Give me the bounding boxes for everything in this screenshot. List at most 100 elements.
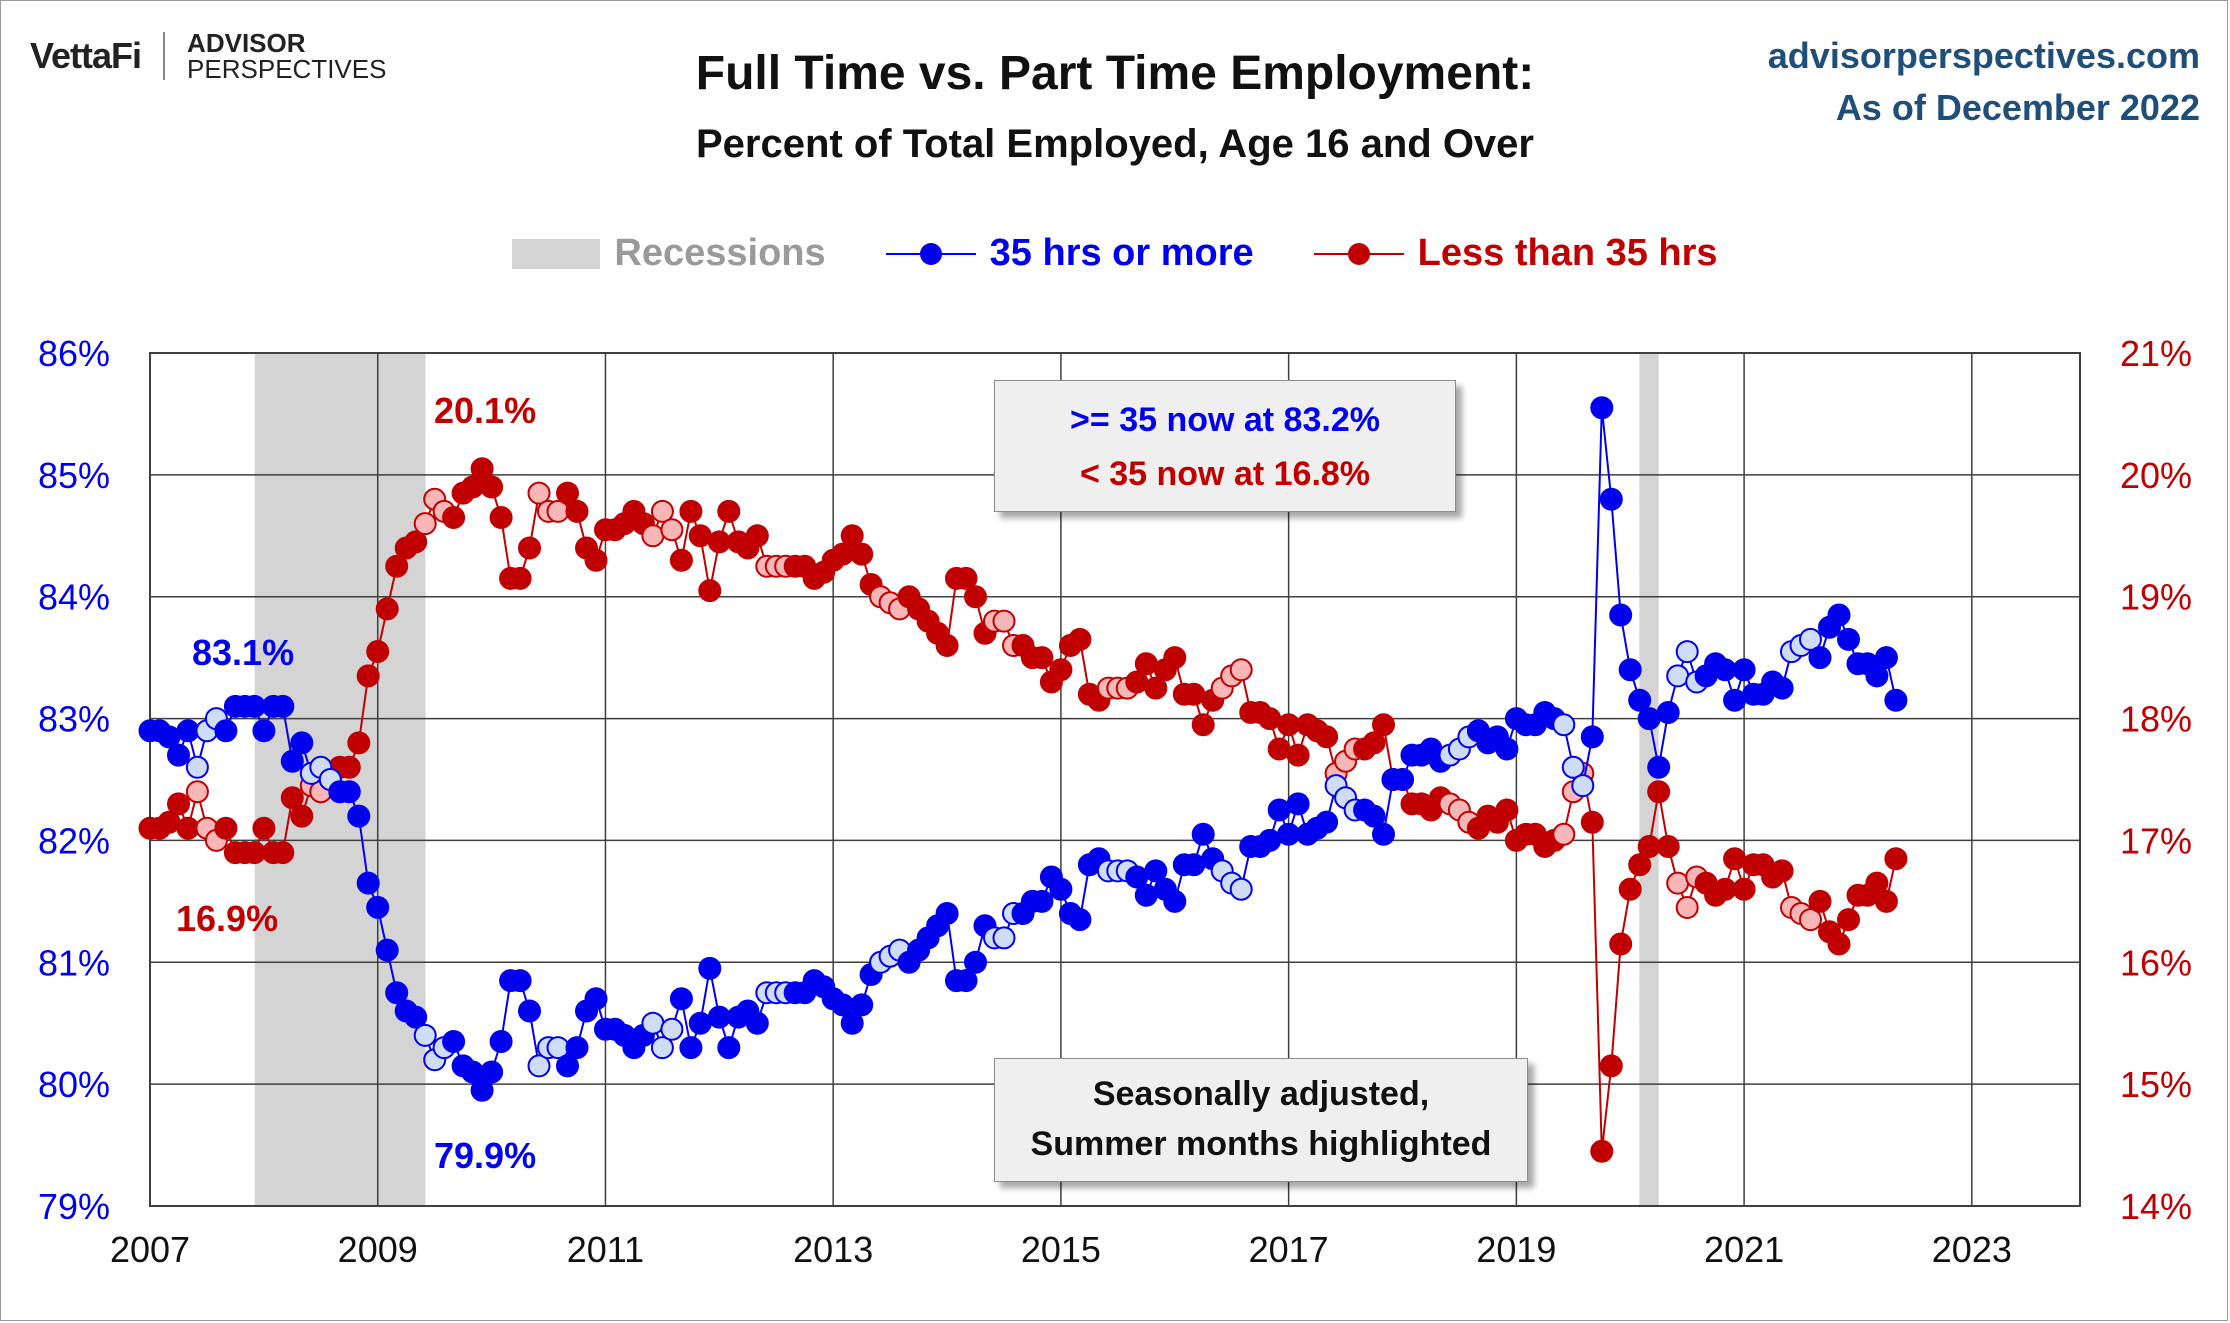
part-time-point	[1191, 713, 1215, 737]
part-time-point	[935, 634, 959, 657]
part-time-point	[1874, 889, 1898, 913]
full-time-point	[1267, 798, 1291, 822]
part-time-point	[280, 786, 304, 810]
full-time-point	[1229, 877, 1253, 901]
full-time-point	[1713, 658, 1737, 682]
note-box: Seasonally adjusted, Summer months highl…	[994, 1058, 1528, 1182]
full-time-point	[1874, 646, 1898, 670]
full-time-point	[641, 1011, 665, 1035]
y-right-tick-label: 21%	[2120, 333, 2192, 374]
full-time-point	[1182, 853, 1206, 877]
full-time-point	[698, 956, 722, 980]
part-time-point	[385, 554, 409, 578]
source-site: advisorperspectives.com	[1767, 35, 2200, 76]
legend-full-time-marker	[885, 242, 976, 265]
part-time-point	[242, 841, 266, 865]
part-time-point	[1865, 871, 1889, 895]
part-time-point	[1495, 798, 1519, 822]
y-right-tick-label: 14%	[2120, 1186, 2192, 1227]
part-time-point	[366, 640, 390, 663]
part-time-point	[954, 566, 978, 590]
full-time-point	[1030, 889, 1054, 913]
part-time-point	[660, 518, 684, 542]
y-left-tick-label: 84%	[38, 577, 110, 618]
annotation-low-full: 79.9%	[434, 1135, 537, 1176]
current-values-box: >= 35 now at 83.2% < 35 now at 16.8%	[994, 380, 1456, 512]
y-left-tick-label: 79%	[38, 1186, 110, 1227]
part-time-series	[138, 457, 1908, 1163]
full-time-point	[271, 694, 295, 718]
part-time-point	[1049, 658, 1073, 682]
part-time-point	[185, 780, 209, 804]
full-time-point	[850, 993, 874, 1017]
full-time-point	[167, 743, 190, 767]
part-time-point	[1628, 853, 1652, 877]
full-time-point	[1799, 627, 1822, 651]
part-time-point	[1590, 1139, 1614, 1163]
part-time-point	[1609, 932, 1633, 956]
part-time-point	[1656, 835, 1680, 858]
part-time-point	[1372, 713, 1395, 737]
part-time-point	[480, 475, 504, 499]
full-time-point	[356, 871, 380, 895]
full-time-point	[1191, 822, 1215, 846]
part-time-point	[717, 499, 741, 523]
legend-part-time-marker	[1313, 242, 1404, 265]
full-time-point	[1049, 877, 1073, 901]
part-time-point	[489, 506, 513, 529]
full-time-point	[707, 1005, 731, 1029]
part-time-point	[1827, 932, 1851, 956]
part-time-point	[1580, 810, 1604, 834]
full-time-point	[413, 1023, 437, 1047]
full-time-point	[584, 987, 608, 1011]
part-time-point	[1618, 877, 1642, 901]
x-tick-label: 2023	[1932, 1229, 2012, 1270]
full-time-point	[556, 1054, 579, 1078]
full-time-point	[489, 1030, 513, 1053]
full-time-point	[290, 731, 314, 755]
part-time-point	[1362, 731, 1386, 755]
part-time-point	[1647, 780, 1671, 804]
part-time-point	[470, 457, 494, 481]
full-time-point	[679, 1036, 703, 1060]
full-time-point	[508, 969, 532, 993]
part-time-point	[356, 664, 380, 688]
full-time-point	[518, 999, 541, 1023]
full-time-point	[1571, 774, 1595, 798]
part-time-point	[375, 597, 399, 621]
full-time-point	[252, 719, 276, 743]
full-time-series	[138, 396, 1908, 1102]
part-time-point	[1675, 896, 1699, 919]
plot-border	[149, 352, 2081, 1207]
y-left-tick-label: 85%	[38, 455, 110, 496]
part-time-point	[964, 585, 987, 609]
part-time-point	[840, 524, 864, 548]
full-time-point	[1372, 822, 1395, 846]
part-time-point	[1134, 652, 1158, 676]
full-time-point	[745, 1011, 769, 1035]
full-time-point	[366, 895, 390, 919]
legend-recessions-label: Recessions	[614, 232, 826, 274]
full-time-point	[1884, 688, 1908, 712]
part-time-point	[252, 816, 276, 840]
part-time-point	[1182, 682, 1206, 706]
legend-recession-swatch	[512, 238, 601, 269]
full-time-point	[1656, 701, 1680, 724]
x-tick-label: 2015	[1021, 1229, 1101, 1270]
annotation-start-full: 83.1%	[192, 632, 295, 673]
full-time-point	[1865, 664, 1889, 688]
part-time-point	[1713, 877, 1737, 901]
full-time-point	[688, 1011, 712, 1035]
part-time-point	[1030, 646, 1054, 670]
full-time-point	[527, 1054, 551, 1078]
y-right-tick-label: 17%	[2120, 820, 2192, 861]
part-time-point	[1837, 908, 1860, 932]
part-time-point	[347, 731, 371, 755]
full-time-point	[480, 1060, 504, 1084]
part-time-point	[1637, 835, 1661, 858]
current-full-time: >= 35 now at 83.2%	[1070, 401, 1380, 439]
source-block: advisorperspectives.com As of December 2…	[1768, 30, 2200, 134]
full-time-point	[1144, 859, 1168, 883]
recession-band-1	[1639, 353, 1659, 1206]
logo-divider	[163, 32, 166, 80]
